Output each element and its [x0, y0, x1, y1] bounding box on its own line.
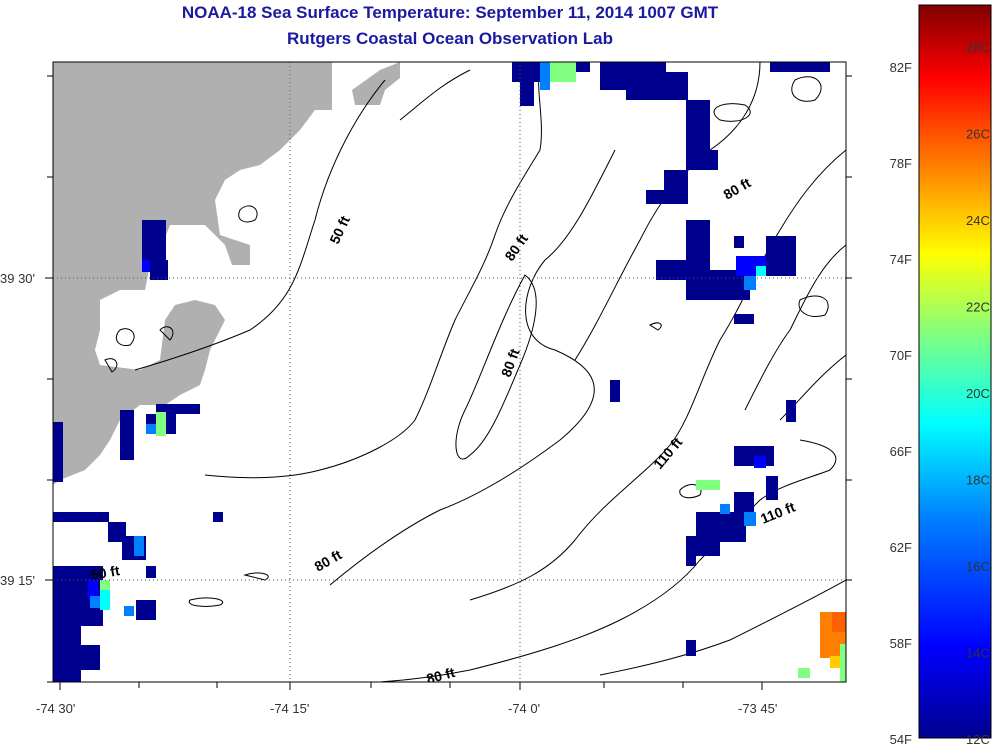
colorbar-f-label: 82F	[890, 60, 912, 75]
land-mass	[53, 62, 332, 485]
x-tick-label: -73 45'	[738, 701, 777, 716]
x-tick-label: -74 30'	[36, 701, 75, 716]
x-tick-label: -74 0'	[508, 701, 540, 716]
colorbar-c-label: 16C	[966, 559, 990, 574]
colorbar-c-label: 18C	[966, 473, 990, 488]
contour-label: 110 ft	[758, 498, 798, 526]
colorbar-fahrenheit-labels: 82F 78F 74F 70F 66F 62F 58F 54F	[890, 60, 912, 747]
map-title: NOAA-18 Sea Surface Temperature: Septemb…	[181, 3, 719, 22]
colorbar-celsius-labels: 28C 26C 24C 22C 20C 18C 16C 14C 12C	[966, 40, 990, 747]
colorbar-f-label: 74F	[890, 252, 912, 267]
x-tick-label: -74 15'	[270, 701, 309, 716]
colorbar-c-label: 12C	[966, 732, 990, 747]
axis-ticks	[45, 75, 852, 690]
colorbar-c-label: 20C	[966, 386, 990, 401]
colorbar-c-label: 24C	[966, 213, 990, 228]
colorbar-f-label: 62F	[890, 540, 912, 555]
contour-label: 80 ft	[501, 231, 531, 264]
contour-label: 80 ft	[425, 664, 457, 687]
contour-label: 110 ft	[650, 434, 685, 472]
y-tick-label: 39 30'	[0, 271, 35, 286]
contour-label: 50 ft	[90, 562, 121, 583]
colorbar-f-label: 78F	[890, 156, 912, 171]
graticule	[53, 62, 846, 682]
contour-label: 50 ft	[326, 213, 353, 246]
colorbar-f-label: 66F	[890, 444, 912, 459]
colorbar-c-label: 26C	[966, 127, 990, 142]
colorbar-f-label: 54F	[890, 732, 912, 747]
colorbar-c-label: 22C	[966, 300, 990, 315]
y-tick-label: 39 15'	[0, 573, 35, 588]
colorbar-c-label: 28C	[966, 40, 990, 55]
colorbar-f-label: 70F	[890, 348, 912, 363]
contour-label: 80 ft	[498, 346, 523, 379]
depth-contours	[104, 62, 846, 682]
map-subtitle: Rutgers Coastal Ocean Observation Lab	[287, 29, 613, 48]
land-island	[352, 62, 400, 105]
colorbar-f-label: 58F	[890, 636, 912, 651]
contour-label: 80 ft	[312, 546, 345, 574]
colorbar	[918, 4, 992, 739]
contour-label: 80 ft	[721, 174, 754, 202]
colorbar-c-label: 14C	[966, 646, 990, 661]
sst-pixels	[53, 62, 846, 682]
